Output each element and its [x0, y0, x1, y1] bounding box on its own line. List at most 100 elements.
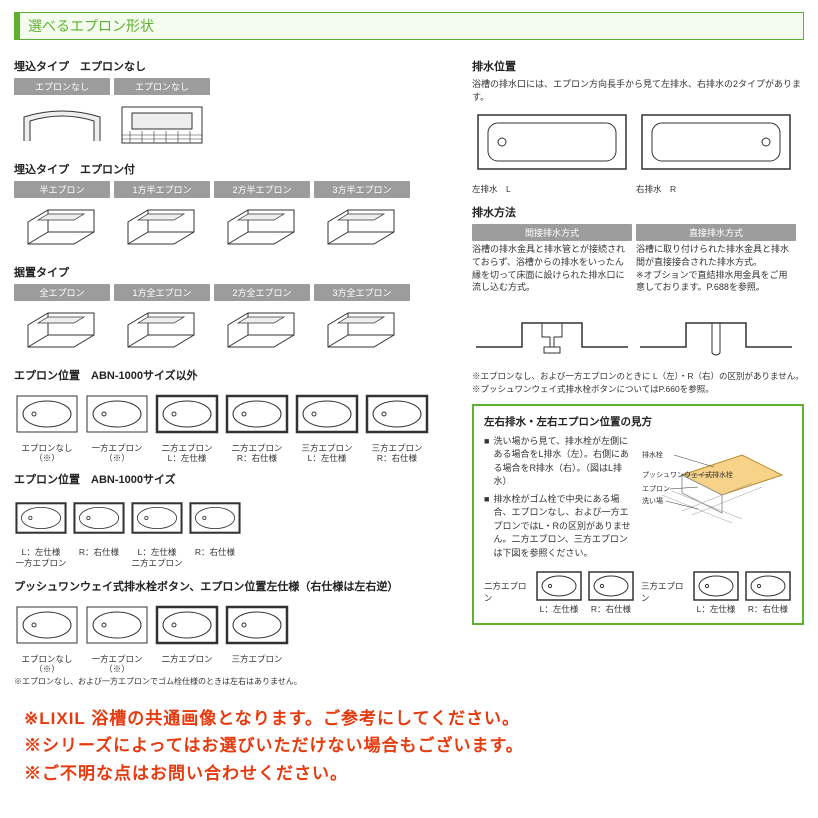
oval-tub-icon [72, 491, 126, 545]
caption: 二方エプロン [161, 654, 212, 664]
caption: 右排水 R [636, 184, 796, 194]
sec4-heading: エプロン位置 ABN-1000サイズ以外 [14, 367, 454, 383]
embed-none-diagram [14, 97, 110, 151]
footer-line-2: ※ご不明な点はお問い合わせください。 [24, 760, 794, 787]
page-title: 選べるエプロン形状 [14, 12, 804, 40]
desc: 浴槽の排水金具と排水管とが接続されておらず、浴槽からの排水をいったん縁を切って床… [472, 243, 632, 297]
caption: 二方エプロン L：左仕様 [161, 443, 212, 463]
box3d-icon [314, 303, 410, 357]
tab-label: 3方半エプロン [314, 181, 410, 198]
green-mini-0-1: R：右仕様 [587, 570, 635, 614]
page: 選べるエプロン形状 埋込タイプ エプロンなし エプロンなし エプロンなし [0, 0, 818, 799]
caption: L：左仕様 二方エプロン [131, 547, 182, 567]
green-text: ■洗い場から見て、排水栓が左側にある場合をL排水（左）。右側にある場合をR排水（… [484, 435, 632, 565]
oval-tub-icon [224, 387, 290, 441]
caption: R：右仕様 [591, 604, 631, 614]
oval-tub-icon [294, 387, 360, 441]
bullet-text: 排水栓がゴム栓で中央にある場合、エプロンなし、および一方エプロンではL・Rの区別… [493, 493, 632, 561]
oval-tub-icon [84, 387, 150, 441]
sec1-row: エプロンなし エプロンなし [14, 78, 454, 151]
caption: エプロンなし（※） [14, 654, 80, 674]
bullet-text: 洗い場から見て、排水栓が左側にある場合をL排水（左）。右側にある場合をR排水（右… [493, 435, 632, 489]
box3d-icon [14, 200, 110, 254]
sec4-notes: ※エプロンなし、および一方エプロンのときに L（左）・R（右）の区別がありません… [472, 370, 804, 396]
tab-label: 1方半エプロン [114, 181, 210, 198]
green-box: 左右排水・左右エプロン位置の見方 ■洗い場から見て、排水栓が左側にある場合をL排… [472, 404, 804, 625]
sec3-item-2: 2方全エプロン [214, 284, 310, 357]
oval-tub-icon [154, 387, 220, 441]
oval-tub-icon [14, 491, 68, 545]
sec6-item-2: 二方エプロン [154, 598, 220, 674]
sec1-heading: 埋込タイプ エプロンなし [14, 58, 454, 74]
drainpos-item-L: 左排水 L [472, 109, 632, 194]
sec4-item-0: エプロンなし（※） [14, 387, 80, 463]
label-b: プッシュワンウェイ式排水栓 [642, 470, 733, 479]
tab-label: 間接排水方式 [472, 224, 632, 241]
sec3-heading: 据置タイプ [14, 264, 454, 280]
tab-label: エプロンなし [114, 78, 210, 95]
sec5-item-3: R：右仕様 [188, 491, 242, 567]
oval-tub-icon [14, 598, 80, 652]
main-grid: 埋込タイプ エプロンなし エプロンなし エプロンなし [14, 52, 804, 687]
caption: 三方エプロン R：右仕様 [371, 443, 422, 463]
sec1-item-1: エプロンなし [114, 78, 210, 151]
drainpos-item-R: 右排水 R [636, 109, 796, 194]
left-column: 埋込タイプ エプロンなし エプロンなし エプロンなし [14, 52, 454, 687]
caption: 一方エプロン（※） [84, 443, 150, 463]
oval-tub-icon [188, 491, 242, 545]
tab-label: 半エプロン [14, 181, 110, 198]
sec5-row: L：左仕様 一方エプロン R：右仕様 L：左仕様 二方エプロン R：右仕様 [14, 491, 454, 567]
sec5-item-0: L：左仕様 一方エプロン [14, 491, 68, 567]
embed-none-tile-diagram [114, 97, 210, 151]
label-c: エプロン [642, 485, 670, 493]
bullet-0: ■洗い場から見て、排水栓が左側にある場合をL排水（左）。右側にある場合をR排水（… [484, 435, 632, 489]
green-group-0: 二方エプロン L：左仕様 R：右仕様 [484, 570, 635, 614]
caption: 三方エプロン [231, 654, 282, 664]
tub-right-drain [636, 109, 796, 179]
tab-label: 3方全エプロン [314, 284, 410, 301]
sec5-heading: エプロン位置 ABN-1000サイズ [14, 471, 454, 487]
oval-tub-icon [154, 598, 220, 652]
oval-tub-icon [224, 598, 290, 652]
green-title: 左右排水・左右エプロン位置の見方 [484, 414, 792, 429]
direct-drain-diagram [636, 303, 796, 357]
mini-oval-icon [587, 570, 635, 602]
sec2-item-1: 1方半エプロン [114, 181, 210, 254]
sec5-item-2: L：左仕様 二方エプロン [130, 491, 184, 567]
caption: L：左仕様 一方エプロン [15, 547, 66, 567]
label-a: 排水栓 [642, 450, 663, 459]
sec4-item-2: 二方エプロン L：左仕様 [154, 387, 220, 463]
sec6-item-0: エプロンなし（※） [14, 598, 80, 674]
green-group-1: 三方エプロン L：左仕様 R：右仕様 [641, 570, 792, 614]
sec3-item-3: 3方全エプロン [314, 284, 410, 357]
green-mini-1-1: R：右仕様 [744, 570, 792, 614]
tab-label: 全エプロン [14, 284, 110, 301]
caption: R：右仕様 [195, 547, 235, 557]
caption: 左排水 L [472, 184, 632, 194]
oval-tub-icon [130, 491, 184, 545]
drainmethod-heading: 排水方法 [472, 204, 804, 220]
sec4-item-5: 三方エプロン R：右仕様 [364, 387, 430, 463]
indirect-drain-diagram [472, 303, 632, 357]
sec6-heading: プッシュワンウェイ式排水栓ボタン、エプロン位置左仕様（右仕様は左右逆） [14, 578, 454, 594]
sec6-note: ※エプロンなし、および一方エプロンでゴム栓仕様のときは左右はありません。 [14, 676, 454, 687]
sec4-row: エプロンなし（※） 一方エプロン（※） 二方エプロン L：左仕様 二方エプロン … [14, 387, 430, 463]
sec2-item-3: 3方半エプロン [314, 181, 410, 254]
caption: L：左仕様 [540, 604, 579, 614]
box3d-icon [214, 200, 310, 254]
sec4-item-3: 二方エプロン R：右仕様 [224, 387, 290, 463]
sec2-row: 半エプロン 1方半エプロン 2方半エプロン 3方半エプロン [14, 181, 454, 254]
drainmethod-row: 間接排水方式 浴槽の排水金具と排水管とが接続されておらず、浴槽からの排水をいった… [472, 224, 804, 360]
caption: エプロンなし（※） [14, 443, 80, 463]
sec4-item-4: 三方エプロン L：左仕様 [294, 387, 360, 463]
caption: 一方エプロン（※） [84, 654, 150, 674]
footer-line-0: ※LIXIL 浴槽の共通画像となります。ご参考にしてください。 [24, 705, 794, 732]
group-label: 二方エプロン [484, 570, 531, 604]
caption: R：右仕様 [748, 604, 788, 614]
tab-label: エプロンなし [14, 78, 110, 95]
tab-label: 1方全エプロン [114, 284, 210, 301]
caption: 二方エプロン R：右仕様 [231, 443, 282, 463]
oval-tub-icon [84, 598, 150, 652]
label-d: 洗い場 [642, 496, 663, 505]
box3d-icon [314, 200, 410, 254]
